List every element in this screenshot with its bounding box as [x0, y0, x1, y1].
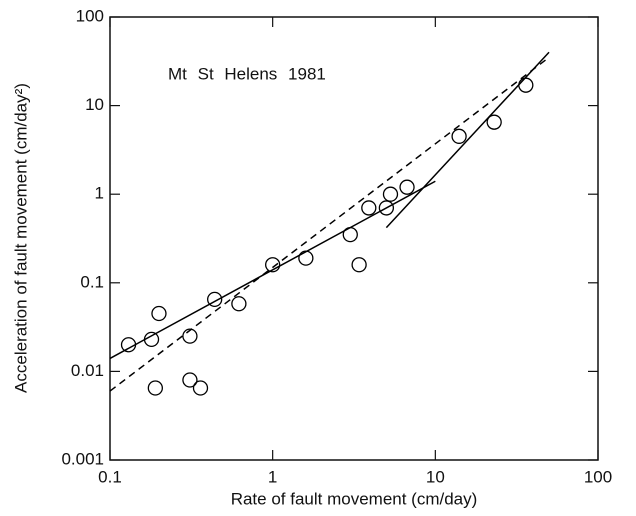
data-point — [361, 200, 377, 216]
data-point — [382, 186, 399, 202]
y-tick-label: 10 — [85, 95, 104, 114]
y-tick-label: 0.1 — [80, 272, 104, 291]
data-point — [207, 291, 223, 308]
data-point — [147, 380, 163, 396]
fit-line — [385, 51, 550, 229]
y-axis-label: Acceleration of fault movement (cm/day²) — [11, 83, 30, 393]
data-point — [182, 328, 198, 344]
data-point — [120, 337, 137, 353]
x-axis-label: Rate of fault movement (cm/day) — [231, 489, 478, 508]
data-point — [518, 77, 534, 93]
y-tick-label: 1 — [95, 184, 104, 203]
x-tick-label: 0.1 — [98, 467, 122, 486]
plot-frame — [109, 16, 599, 461]
data-point — [399, 179, 415, 195]
annotation: Mt St Helens 1981 — [168, 64, 326, 83]
data-point — [451, 128, 467, 144]
data-point — [192, 380, 209, 396]
data-point — [151, 305, 167, 322]
y-tick-label: 100 — [76, 6, 104, 25]
y-tick-label: 0.01 — [71, 361, 104, 380]
data-point — [342, 226, 358, 243]
data-point — [143, 331, 160, 348]
fit-line — [109, 56, 550, 392]
data-point — [378, 200, 395, 216]
data-point — [231, 296, 247, 312]
x-tick-label: 1 — [268, 467, 277, 486]
x-tick-label: 100 — [584, 467, 612, 486]
data-point — [265, 257, 281, 273]
data-point — [182, 372, 198, 388]
y-tick-label: 0.001 — [61, 449, 104, 468]
data-point — [486, 114, 502, 130]
data-point — [298, 250, 314, 266]
fit-line — [109, 180, 436, 360]
x-tick-label: 10 — [426, 467, 445, 486]
data-point — [351, 257, 367, 273]
